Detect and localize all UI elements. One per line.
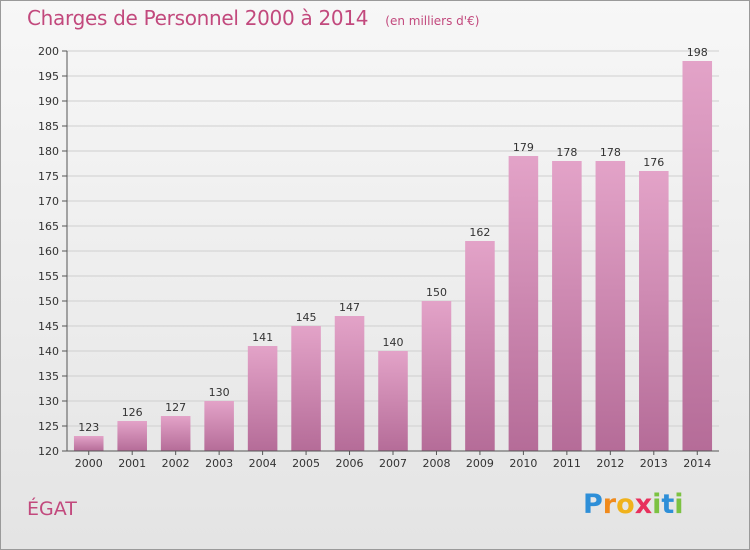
bar-2010[interactable]	[508, 156, 539, 451]
bar-value-label: 145	[296, 311, 317, 324]
bar-2011[interactable]	[552, 161, 582, 451]
y-tick-label: 190	[38, 95, 59, 108]
logo-letter: t	[661, 489, 675, 520]
bar-2008[interactable]	[421, 301, 452, 451]
x-tick-label: 2006	[336, 457, 364, 470]
x-tick-label: 2011	[553, 457, 581, 470]
y-tick-label: 185	[38, 120, 59, 133]
y-tick-label: 150	[38, 295, 59, 308]
proxiti-logo[interactable]: Proxiti	[583, 489, 684, 520]
y-tick-label: 140	[38, 345, 59, 358]
y-tick-label: 160	[38, 245, 59, 258]
bar-value-label: 140	[383, 336, 404, 349]
axes: 120 125 130 135 140 145 150 155 160 165 170 175 180 1…	[38, 45, 719, 470]
y-tick-label: 195	[38, 70, 59, 83]
bar-value-label: 147	[339, 301, 360, 314]
bar-2002[interactable]	[160, 416, 191, 451]
x-tick-label: 2001	[118, 457, 146, 470]
bar-value-label: 123	[78, 421, 99, 434]
logo-letter: i	[652, 489, 662, 520]
y-tick-label: 130	[38, 395, 59, 408]
y-tick-label: 200	[38, 45, 59, 58]
bar-2013[interactable]	[639, 171, 669, 451]
bar-value-label: 150	[426, 286, 447, 299]
bar-2000[interactable]	[73, 436, 104, 451]
y-tick-label: 120	[38, 445, 59, 458]
bar-value-label: 130	[209, 386, 230, 399]
y-tick-label: 180	[38, 145, 59, 158]
y-tick-label: 175	[38, 170, 59, 183]
bar-2005[interactable]	[291, 326, 321, 451]
x-tick-label: 2003	[205, 457, 233, 470]
bar-value-label: 176	[643, 156, 664, 169]
chart-title: Charges de Personnel 2000 à 2014	[27, 6, 369, 30]
bar-value-label: 198	[687, 46, 708, 59]
x-tick-label: 2004	[249, 457, 277, 470]
y-tick-label: 145	[38, 320, 59, 333]
x-tick-label: 2012	[596, 457, 624, 470]
y-tick-label: 155	[38, 270, 59, 283]
bar-2009[interactable]	[465, 241, 495, 451]
logo-letter: i	[674, 489, 684, 520]
bar-2001[interactable]	[117, 421, 147, 451]
bar-2014[interactable]	[682, 61, 713, 451]
x-tick-label: 2014	[683, 457, 711, 470]
bar-2007[interactable]	[378, 351, 408, 451]
bar-2003[interactable]	[204, 401, 234, 451]
x-tick-label: 2005	[292, 457, 320, 470]
x-tick-label: 2013	[640, 457, 668, 470]
bar-2012[interactable]	[595, 161, 626, 451]
y-tick-label: 165	[38, 220, 59, 233]
bars: 123 126 127 130 141 145 147 140 150 162 179 178 178 1…	[73, 46, 713, 451]
y-tick-label: 170	[38, 195, 59, 208]
y-tick-label: 125	[38, 420, 59, 433]
logo-letter: x	[634, 489, 653, 520]
x-tick-label: 2010	[509, 457, 537, 470]
bar-value-label: 162	[469, 226, 490, 239]
x-tick-label: 2009	[466, 457, 494, 470]
logo-letter: r	[602, 489, 617, 520]
bar-value-label: 178	[556, 146, 577, 159]
x-tick-label: 2002	[162, 457, 190, 470]
x-tick-label: 2008	[422, 457, 450, 470]
bar-2004[interactable]	[247, 346, 278, 451]
bar-value-label: 178	[600, 146, 621, 159]
logo-letter: o	[616, 489, 635, 520]
bar-2006[interactable]	[334, 316, 365, 451]
logo-letter: P	[583, 489, 603, 520]
bar-value-label: 127	[165, 401, 186, 414]
x-tick-label: 2000	[75, 457, 103, 470]
bar-value-label: 141	[252, 331, 273, 344]
bar-value-label: 179	[513, 141, 534, 154]
chart-subtitle: (en milliers d'€)	[385, 14, 480, 28]
commune-name: ÉGAT	[27, 498, 77, 520]
title-row: Charges de Personnel 2000 à 2014 (en mil…	[27, 6, 479, 30]
bar-value-label: 126	[122, 406, 143, 419]
y-tick-label: 135	[38, 370, 59, 383]
x-tick-label: 2007	[379, 457, 407, 470]
